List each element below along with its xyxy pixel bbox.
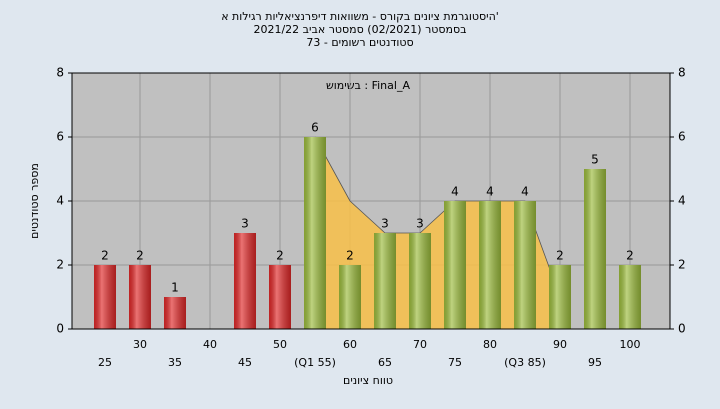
y2-tick-label: 2	[678, 258, 686, 272]
x-tick-label: 25	[98, 356, 112, 369]
bar-shade	[234, 233, 256, 329]
x-tick-label: (Q3 85)	[504, 356, 546, 369]
x-tick-label: 60	[343, 338, 357, 351]
x-tick-label: 35	[168, 356, 182, 369]
data-label: 1	[171, 281, 179, 295]
bar-shade	[514, 201, 536, 329]
y2-tick-label: 0	[678, 322, 686, 336]
data-label: 5	[591, 153, 599, 167]
x-tick-label: 100	[620, 338, 641, 351]
bar-shade	[269, 265, 291, 329]
x-tick-label: 75	[448, 356, 462, 369]
y-axis-label: מספר סטודנטים	[28, 163, 41, 239]
x-tick-label: 95	[588, 356, 602, 369]
data-label: 2	[101, 249, 109, 263]
bar-shade	[339, 265, 361, 329]
bar-shade	[584, 169, 606, 329]
y2-tick-label: 8	[678, 66, 686, 80]
y-tick-label: 8	[56, 66, 64, 80]
y-tick-label: 2	[56, 258, 64, 272]
chart-caption: סטודנטים רשומים - 73	[306, 36, 413, 49]
data-label: 3	[241, 217, 249, 231]
bar-shade	[164, 297, 186, 329]
bar-shade	[444, 201, 466, 329]
x-tick-label: 50	[273, 338, 287, 351]
bar-shade	[479, 201, 501, 329]
bar-shade	[374, 233, 396, 329]
x-tick-label: 90	[553, 338, 567, 351]
x-tick-label: 80	[483, 338, 497, 351]
data-label: 3	[416, 217, 424, 231]
bar-shade	[304, 137, 326, 329]
bar-shade	[129, 265, 151, 329]
annotation: בשימוש : Final_A	[326, 79, 410, 92]
plot-border	[71, 72, 671, 330]
data-label: 6	[311, 121, 319, 135]
data-label: 4	[521, 185, 529, 199]
x-axis-label: טווח ציונים	[343, 374, 393, 387]
data-label: 2	[626, 249, 634, 263]
x-tick-label: 40	[203, 338, 217, 351]
bar-shade	[409, 233, 431, 329]
chart-subtitle: בסמסטר (02/2021) סמסטר אביב 2021/22	[253, 23, 466, 36]
x-tick-label: 30	[133, 338, 147, 351]
chart-title: היסטוגרמת ציונים בקורס - משוואות דיפרנצי…	[221, 10, 499, 23]
data-label: 2	[276, 249, 284, 263]
x-tick-label: (Q1 55)	[294, 356, 336, 369]
y-tick-label: 0	[56, 322, 64, 336]
x-tick-label: 65	[378, 356, 392, 369]
x-tick-label: 70	[413, 338, 427, 351]
bar-shade	[94, 265, 116, 329]
data-label: 2	[556, 249, 564, 263]
x-tick-label: 45	[238, 356, 252, 369]
bar-shade	[549, 265, 571, 329]
bar-shade	[619, 265, 641, 329]
data-label: 4	[451, 185, 459, 199]
data-label: 4	[486, 185, 494, 199]
data-label: 3	[381, 217, 389, 231]
data-label: 2	[346, 249, 354, 263]
data-label: 2	[136, 249, 144, 263]
y-tick-label: 6	[56, 130, 64, 144]
y-tick-label: 4	[56, 194, 64, 208]
y2-tick-label: 6	[678, 130, 686, 144]
y2-tick-label: 4	[678, 194, 686, 208]
